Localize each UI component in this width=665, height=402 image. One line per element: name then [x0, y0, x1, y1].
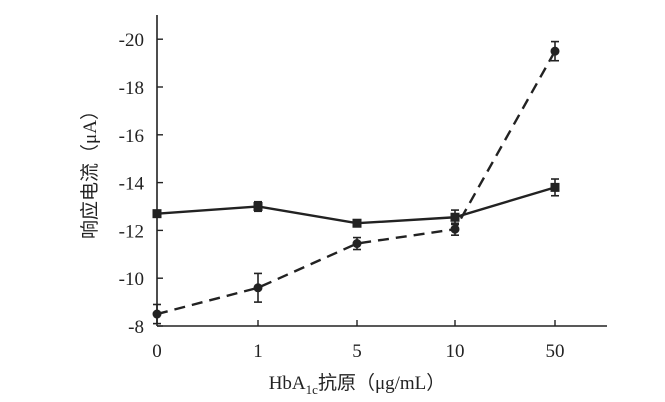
y-tick-label: -18 — [119, 78, 144, 99]
y-tick-label: -8 — [128, 317, 144, 338]
x-axis-title-post: 抗原（μg/mL） — [318, 372, 445, 394]
x-ticks: 0 1 5 10 50 — [152, 320, 565, 362]
y-ticks: -8 -10 -12 -14 -16 -18 -20 — [119, 30, 163, 338]
y-tick-label: -12 — [119, 221, 144, 242]
series-1 — [152, 178, 560, 228]
y-tick-label: -20 — [119, 30, 144, 51]
data-point — [253, 283, 263, 293]
y-tick-label: -10 — [119, 269, 144, 290]
x-tick-label: 0 — [152, 341, 162, 362]
data-point — [152, 209, 162, 219]
data-point — [550, 46, 560, 56]
data-point — [152, 309, 162, 319]
x-axis-title-pre: HbA — [269, 373, 306, 394]
data-point — [550, 182, 560, 192]
data-point — [352, 239, 362, 249]
data-point — [450, 224, 460, 234]
axes — [156, 15, 607, 327]
x-axis-title: HbA1c抗原（μg/mL） — [269, 372, 446, 397]
x-axis-title-sub: 1c — [306, 382, 319, 397]
x-tick-label: 5 — [352, 341, 362, 362]
series-line — [156, 50, 557, 316]
y-tick-label: -16 — [119, 126, 144, 147]
series-line — [156, 186, 556, 225]
y-axis-title: 响应电流（μA） — [79, 101, 101, 239]
data-point — [352, 218, 362, 228]
y-tick-label: -14 — [119, 174, 145, 195]
x-tick-label: 50 — [546, 341, 565, 362]
series-layer — [152, 40, 560, 325]
x-tick-label: 1 — [253, 341, 263, 362]
series-2 — [152, 40, 560, 325]
data-point — [253, 202, 263, 211]
data-point — [450, 212, 460, 222]
x-tick-label: 10 — [446, 341, 465, 362]
